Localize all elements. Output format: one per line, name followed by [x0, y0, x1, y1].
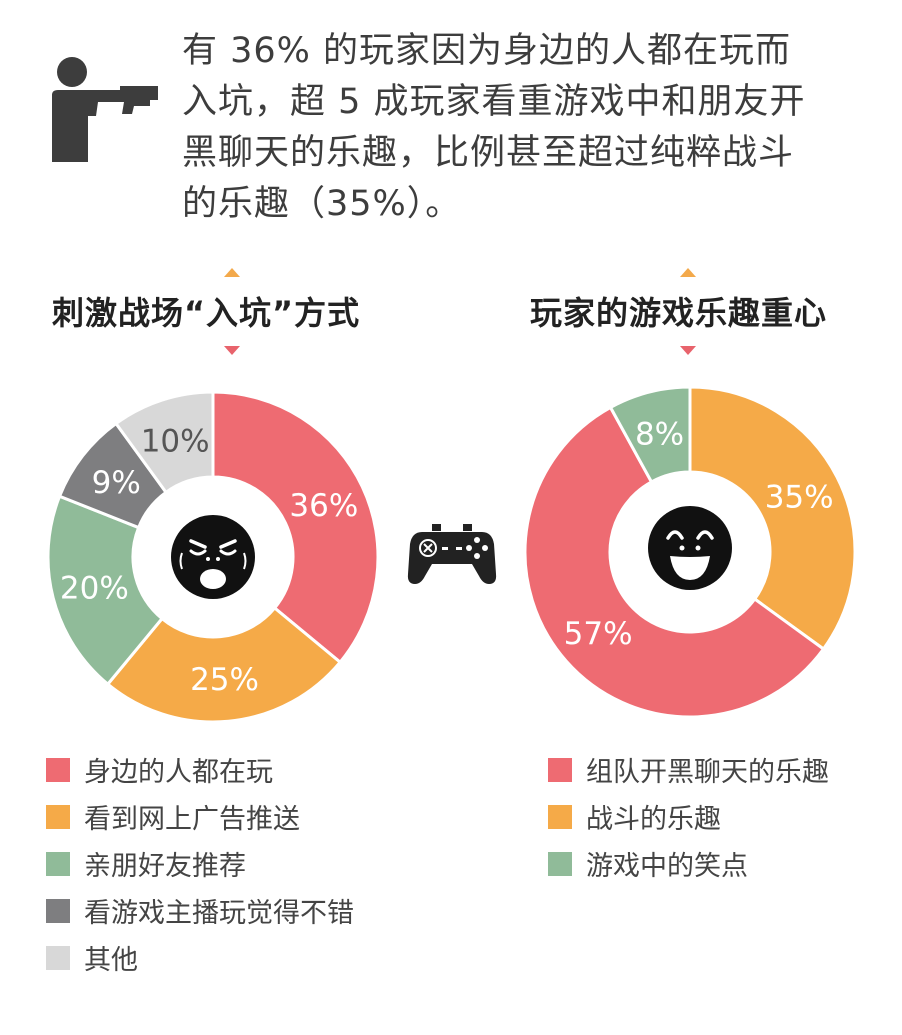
legend-item: 身边的人都在玩: [46, 746, 354, 793]
donut-slice-label: 10%: [141, 423, 210, 459]
legend-item: 组队开黑聊天的乐趣: [548, 746, 829, 793]
legend-swatch: [548, 804, 572, 829]
title-arrow-down-icon: [224, 346, 240, 355]
happy-face-icon: [648, 506, 732, 590]
legend-label: 游戏中的笑点: [586, 851, 748, 882]
legend-swatch: [46, 851, 70, 876]
charts-canvas: 36% 25% 20% 9%10% 35% 57% 8%: [46, 385, 857, 724]
intro-line-1: 有 36% 的玩家因为身边的人都在玩而: [182, 31, 792, 71]
donut-chart-left: 36% 25% 20% 9%10%: [46, 390, 380, 724]
legend-item: 其他: [46, 934, 354, 981]
title-arrow-down-icon: [680, 346, 696, 355]
legend-swatch: [46, 804, 70, 829]
legend-swatch: [548, 757, 572, 782]
legend-right: 组队开黑聊天的乐趣 战斗的乐趣 游戏中的笑点: [548, 746, 829, 887]
donut-slice-3: [46, 494, 165, 687]
intro-line-4: 的乐趣（35%）。: [182, 184, 462, 224]
donut-slice-label: 20%: [60, 570, 129, 606]
legend-swatch: [46, 945, 70, 970]
legend-item: 战斗的乐趣: [548, 793, 829, 840]
title-arrow-up-icon: [224, 268, 240, 277]
legend-item: 游戏中的笑点: [548, 840, 829, 887]
legend-swatch: [46, 757, 70, 782]
donut-slice-1: [688, 385, 857, 652]
donut-slice-label: 8%: [635, 416, 684, 452]
legend-label: 亲朋好友推荐: [84, 851, 246, 882]
legend-label: 看游戏主播玩觉得不错: [84, 898, 354, 929]
legend-left: 身边的人都在玩 看到网上广告推送 亲朋好友推荐 看游戏主播玩觉得不错 其他: [46, 746, 354, 981]
donut-slice-2: [523, 405, 826, 719]
legend-label: 其他: [84, 945, 138, 976]
legend-item: 亲朋好友推荐: [46, 840, 354, 887]
donut-slice-label: 36%: [289, 488, 358, 524]
donut-slice-label: 25%: [190, 662, 259, 698]
intro-line-3: 黑聊天的乐趣，比例甚至超过纯粹战斗: [182, 133, 795, 173]
legend-swatch: [548, 851, 572, 876]
chart-title-left: 刺激战场“入坑”方式: [52, 294, 361, 332]
gunman-icon: [52, 57, 158, 162]
legend-label: 身边的人都在玩: [84, 757, 273, 788]
donut-slice-3: [608, 385, 692, 484]
legend-swatch: [46, 898, 70, 923]
legend-item: 看游戏主播玩觉得不错: [46, 887, 354, 934]
legend-label: 组队开黑聊天的乐趣: [586, 757, 829, 788]
intro-line-2: 入坑，超 5 成玩家看重游戏中和朋友开: [182, 82, 806, 122]
legend-label: 战斗的乐趣: [586, 804, 721, 835]
chart-title-right: 玩家的游戏乐趣重心: [530, 294, 828, 332]
donut-chart-right: 35% 57% 8%: [523, 385, 857, 719]
gamepad-icon: [407, 524, 497, 584]
intro-paragraph: 有 36% 的玩家因为身边的人都在玩而 入坑，超 5 成玩家看重游戏中和朋友开 …: [182, 26, 872, 230]
legend-label: 看到网上广告推送: [84, 804, 300, 835]
donut-slice-label: 35%: [765, 479, 834, 515]
donut-slice-1: [211, 390, 380, 665]
angry-face-icon: [171, 515, 255, 599]
donut-slice-5: [113, 390, 215, 495]
donut-slice-label: 57%: [564, 616, 633, 652]
donut-slice-label: 9%: [92, 465, 141, 501]
donut-slice-2: [105, 605, 343, 724]
title-arrow-up-icon: [680, 268, 696, 277]
legend-item: 看到网上广告推送: [46, 793, 354, 840]
